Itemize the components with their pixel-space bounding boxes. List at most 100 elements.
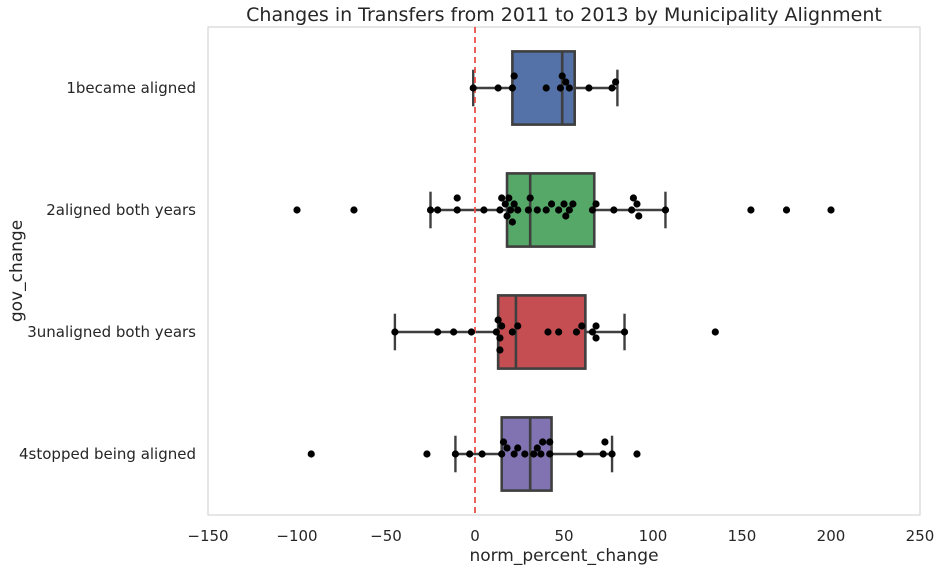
data-point (514, 322, 522, 330)
y-category-label: 2aligned both years (46, 201, 196, 219)
data-point (469, 84, 477, 92)
data-point (480, 206, 488, 214)
data-point (478, 450, 486, 458)
data-point (608, 84, 616, 92)
data-point (576, 450, 584, 458)
data-point (546, 450, 554, 458)
data-point (542, 206, 550, 214)
data-point (530, 450, 538, 458)
data-point (350, 206, 358, 214)
data-point (494, 84, 502, 92)
data-point (592, 322, 600, 330)
data-point (612, 78, 620, 86)
data-point (526, 194, 534, 202)
data-point (508, 218, 516, 226)
box (505, 172, 596, 248)
data-point (514, 444, 522, 452)
y-category-labels: 1became aligned 2aligned both years 3unali… (19, 79, 196, 463)
data-point (601, 438, 609, 446)
x-tick-label: −50 (370, 527, 402, 545)
data-point (782, 206, 791, 214)
data-point (592, 334, 600, 342)
data-point (499, 438, 508, 446)
data-point (453, 206, 461, 214)
data-point (629, 194, 638, 202)
data-point (508, 84, 516, 92)
data-point (508, 328, 516, 336)
data-point (307, 450, 315, 458)
data-point (562, 78, 570, 86)
data-point (503, 212, 511, 220)
data-point (542, 84, 550, 92)
data-point (555, 328, 563, 336)
data-point (496, 334, 504, 342)
data-point (556, 84, 565, 92)
data-point (546, 438, 554, 446)
data-point (661, 206, 670, 214)
data-point (628, 206, 636, 214)
data-point (507, 206, 515, 214)
data-point (514, 206, 522, 214)
data-point (510, 72, 518, 80)
data-point (498, 194, 506, 202)
data-point (510, 450, 518, 458)
x-tick-label: 50 (554, 527, 573, 545)
data-point (426, 206, 435, 214)
data-point (533, 444, 541, 452)
data-point (533, 206, 541, 214)
data-point (585, 84, 593, 92)
data-point (539, 438, 547, 446)
data-point (610, 206, 618, 214)
chart-title: Changes in Transfers from 2011 to 2013 b… (246, 4, 882, 26)
data-point (521, 450, 529, 458)
data-point (747, 206, 755, 214)
data-point (496, 206, 504, 214)
x-tick-labels: −150 −100 −50 0 50 100 150 200 250 (187, 527, 934, 545)
data-point (510, 200, 518, 208)
x-tick-label: 100 (639, 527, 668, 545)
data-point (494, 316, 502, 324)
data-point (544, 328, 552, 336)
data-point (492, 328, 500, 336)
x-tick-label: −100 (276, 527, 317, 545)
data-point (503, 444, 511, 452)
data-point (498, 450, 506, 458)
data-point (505, 194, 513, 202)
data-point (608, 450, 616, 458)
data-point (599, 450, 607, 458)
data-point (450, 328, 458, 336)
points-layer (293, 72, 835, 458)
data-point (434, 328, 442, 336)
data-point (633, 450, 641, 458)
data-point (620, 328, 629, 336)
x-tick-label: 250 (906, 527, 935, 545)
data-point (565, 206, 573, 214)
data-point (537, 450, 545, 458)
y-axis-label: gov_change (7, 220, 27, 322)
data-point (565, 84, 573, 92)
x-tick-label: −150 (187, 527, 228, 545)
x-tick-label: 200 (817, 527, 846, 545)
data-point (592, 200, 600, 208)
data-point (711, 328, 719, 336)
data-point (827, 206, 835, 214)
y-category-label: 3unaligned both years (27, 323, 196, 341)
data-point (524, 206, 533, 214)
data-point (569, 200, 577, 208)
data-point (560, 200, 568, 208)
data-point (293, 206, 301, 214)
data-point (434, 206, 442, 214)
data-point (555, 206, 563, 214)
data-point (547, 200, 556, 208)
data-point (498, 322, 506, 330)
data-point (423, 450, 431, 458)
data-point (453, 194, 461, 202)
data-point (635, 212, 643, 220)
data-point (501, 200, 509, 208)
x-tick-label: 0 (470, 527, 480, 545)
data-point (496, 346, 504, 354)
data-point (467, 328, 476, 336)
data-point (588, 206, 597, 214)
data-point (466, 450, 474, 458)
